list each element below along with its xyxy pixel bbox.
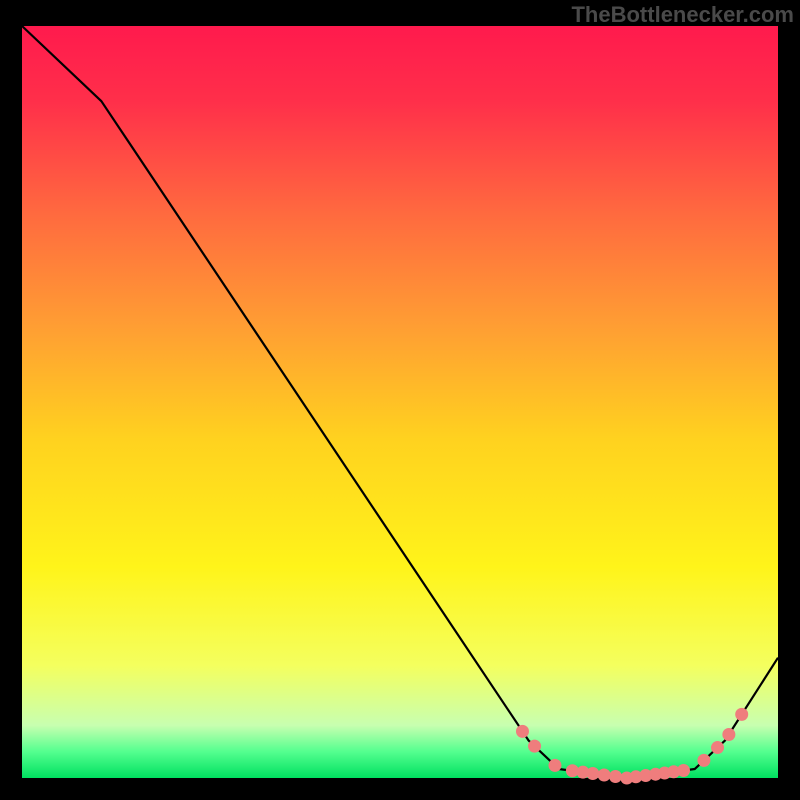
marker-dot [528,740,541,753]
marker-dot [516,725,529,738]
marker-dot [677,764,690,777]
watermark-text: TheBottlenecker.com [571,2,794,28]
marker-dot [548,759,561,772]
chart-background [22,26,778,778]
chart-container: TheBottlenecker.com [0,0,800,800]
marker-dot [586,767,599,780]
bottleneck-chart [0,0,800,800]
marker-dot [735,708,748,721]
marker-dot [711,741,724,754]
marker-dot [697,754,710,767]
marker-dot [722,728,735,741]
marker-dot [598,768,611,781]
marker-dot [609,770,622,783]
